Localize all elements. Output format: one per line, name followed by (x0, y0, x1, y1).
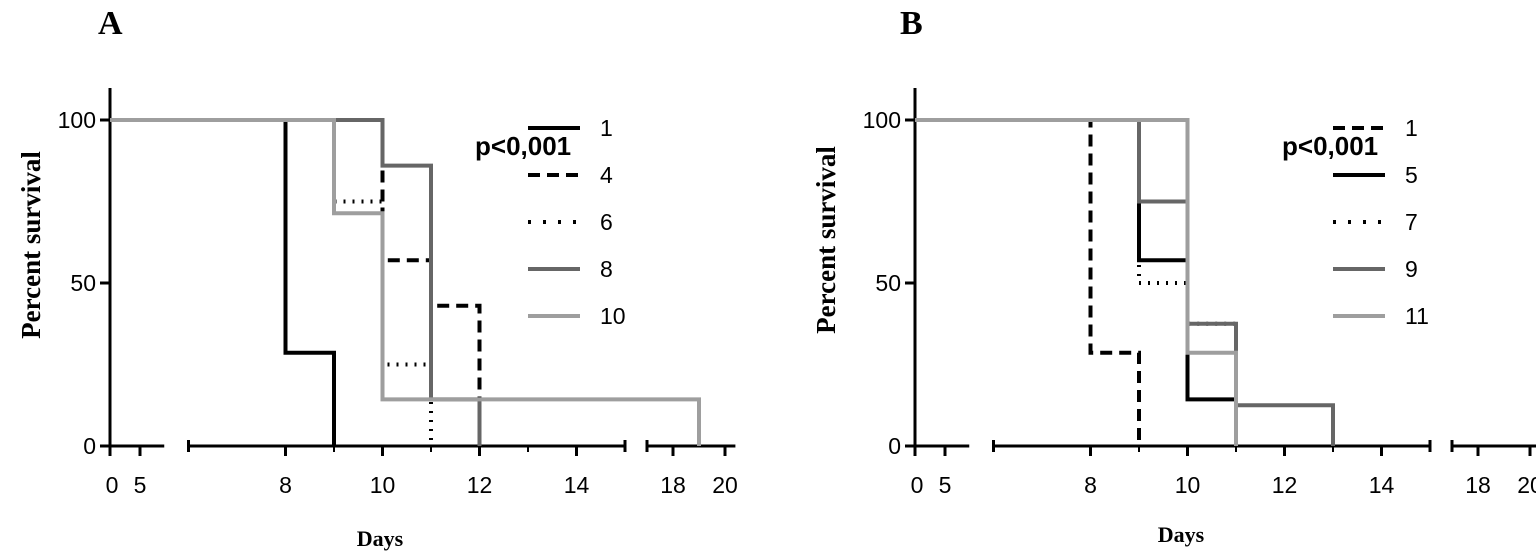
y-tick-label: 100 (863, 107, 901, 133)
legend: 1 5 7 9 11 (1333, 115, 1429, 329)
series-line-1 (110, 118, 336, 446)
series-layer (915, 118, 1335, 446)
legend-label: 11 (1405, 303, 1429, 329)
p-value-annotation: p<0,001 (475, 131, 571, 161)
y-tick-label: 100 (58, 107, 96, 133)
legend-label: 1 (600, 115, 613, 141)
legend-label: 9 (1405, 256, 1418, 282)
series-line-9 (915, 118, 1335, 446)
x-tick-label: 20 (712, 472, 738, 498)
series-line-8 (110, 118, 482, 446)
x-tick-label: 20 (1517, 472, 1536, 498)
x-tick-label: 14 (564, 472, 590, 498)
y-tick-label: 50 (70, 270, 96, 296)
p-value-annotation: p<0,001 (1282, 131, 1378, 161)
x-tick-label: 10 (370, 472, 396, 498)
series-line-1 (915, 118, 1141, 446)
x-tick-label: 10 (1175, 472, 1201, 498)
series-line-10 (110, 118, 701, 446)
x-tick-label: 0 (911, 472, 924, 498)
x-tick-label: 12 (467, 472, 493, 498)
y-tick-label: 0 (888, 433, 901, 459)
legend-label: 5 (1405, 162, 1418, 188)
x-tick-label: 18 (1465, 472, 1491, 498)
panel-letter: A (98, 5, 123, 42)
x-tick-label: 8 (1084, 472, 1097, 498)
y-tick-label: 50 (875, 270, 901, 296)
x-axis-label: Days (357, 526, 404, 551)
series-line-6 (110, 118, 433, 446)
legend-label: 6 (600, 209, 613, 235)
x-tick-label: 12 (1272, 472, 1298, 498)
series-line-11 (915, 118, 1238, 446)
y-axis-label: Percent survival (811, 146, 841, 334)
x-tick-label: 5 (134, 472, 147, 498)
legend-label: 1 (1405, 115, 1418, 141)
x-tick-label: 14 (1369, 472, 1395, 498)
series-layer (110, 118, 701, 446)
legend: 1 4 6 8 10 (528, 115, 626, 329)
y-tick-label: 0 (83, 433, 96, 459)
legend-label: 4 (600, 162, 613, 188)
x-tick-label: 8 (279, 472, 292, 498)
x-tick-label: 5 (939, 472, 952, 498)
y-axis-label: Percent survival (16, 151, 46, 339)
series-line-4 (110, 118, 482, 446)
x-axis-label: Days (1158, 522, 1205, 547)
legend-label: 10 (600, 303, 626, 329)
legend-label: 7 (1405, 209, 1418, 235)
x-tick-label: 0 (106, 472, 119, 498)
legend-label: 8 (600, 256, 613, 282)
x-tick-label: 18 (660, 472, 686, 498)
panel-letter: B (900, 5, 923, 42)
